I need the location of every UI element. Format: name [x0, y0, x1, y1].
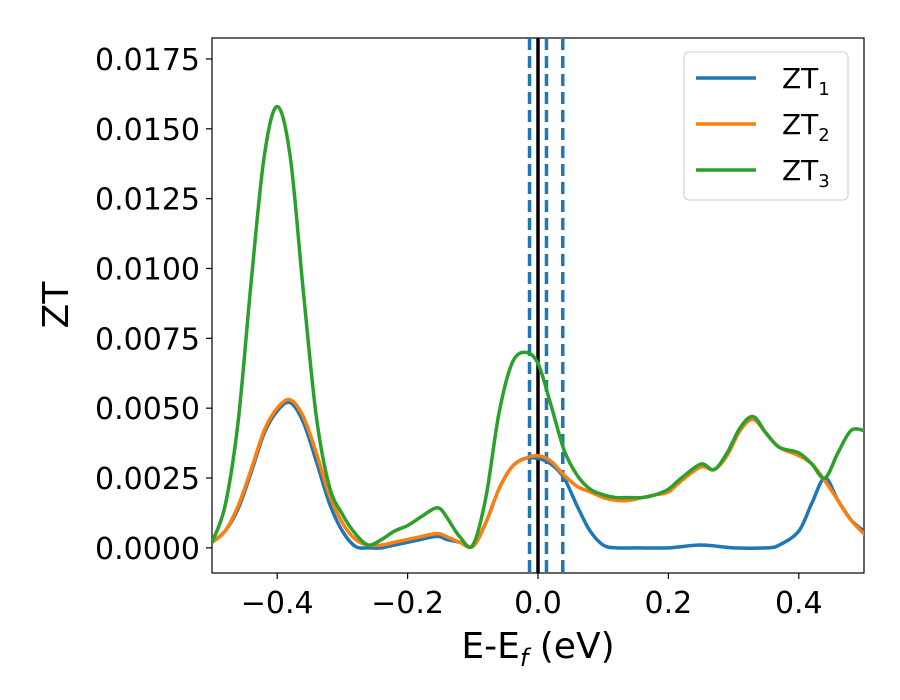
- y-tick-label: 0.0175: [95, 43, 200, 78]
- x-tick-label: 0.2: [645, 586, 693, 621]
- ticks-layer: −0.4 −0.2 0.0 0.2 0.4 0.0000 0.0025 0.0050 0.007…: [95, 43, 823, 621]
- legend-label-sub: 2: [818, 125, 829, 146]
- x-tick-label: 0.0: [514, 586, 562, 621]
- y-tick-label: 0.0050: [95, 392, 200, 427]
- y-tick-label: 0.0150: [95, 113, 200, 148]
- legend-label-sub: 3: [818, 171, 829, 192]
- vertical-lines-layer: [527, 38, 565, 573]
- legend-label-main: ZT: [782, 108, 819, 141]
- legend-label-main: ZT: [782, 62, 819, 95]
- y-axis-label: ZT: [36, 281, 77, 329]
- legend-label-sub: 1: [818, 79, 829, 100]
- series-line-zt3: [212, 104, 864, 549]
- x-tick-label: −0.2: [371, 586, 444, 621]
- legend-label-zt2: ZT2: [782, 108, 830, 146]
- x-axis-label: E-Ef (eV): [461, 626, 614, 672]
- y-tick-label: 0.0125: [95, 183, 200, 218]
- y-tick-label: 0.0025: [95, 462, 200, 497]
- legend-label-zt1: ZT1: [782, 62, 830, 100]
- x-axis-label-unit: (eV): [528, 626, 614, 667]
- x-axis-label-main: E-E: [461, 626, 519, 667]
- legend-box: [683, 51, 849, 201]
- y-tick-label: 0.0075: [95, 322, 200, 357]
- y-tick-label: 0.0100: [95, 252, 200, 287]
- x-tick-label: −0.4: [241, 586, 314, 621]
- y-tick-label: 0.0000: [95, 532, 200, 567]
- x-tick-label: 0.4: [775, 586, 823, 621]
- legend-label-main: ZT: [782, 154, 819, 187]
- legend-label-zt3: ZT3: [782, 154, 830, 192]
- series-line-zt2: [212, 397, 864, 550]
- series-layer: [212, 104, 864, 550]
